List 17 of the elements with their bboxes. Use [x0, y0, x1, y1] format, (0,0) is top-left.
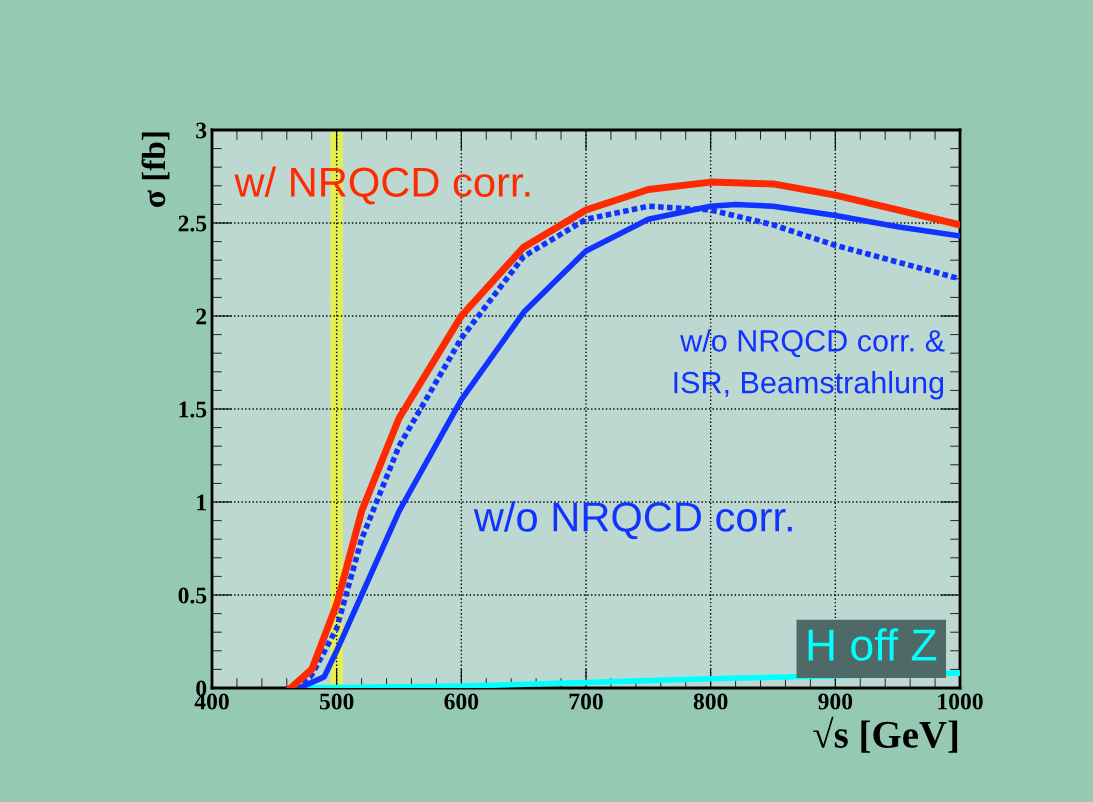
- y-axis-title: σ [fb]: [141, 132, 170, 208]
- x-tick-label: 600: [444, 693, 479, 710]
- y-tick-label: 2.5: [178, 215, 207, 232]
- x-tick-label: 900: [818, 693, 853, 710]
- y-tick-label: 1: [197, 494, 206, 511]
- y-tick-label: 3: [196, 122, 207, 139]
- x-tick-label: 800: [693, 693, 728, 710]
- annotation: w/o NRQCD corr. & ISR, Beamstrahlung: [674, 329, 945, 400]
- y-tick-label: 0.5: [178, 587, 207, 604]
- y-tick-label: 1.5: [179, 401, 207, 418]
- annotation: H off Z: [808, 628, 937, 661]
- x-axis-title: √s [GeV]: [813, 716, 958, 753]
- y-tick-label: 2: [196, 308, 207, 325]
- x-tick-label: 700: [569, 693, 603, 710]
- x-tick-label: 1000: [938, 693, 983, 710]
- annotation: w/o NRQCD corr.: [473, 501, 792, 540]
- x-tick-label: 500: [319, 693, 354, 710]
